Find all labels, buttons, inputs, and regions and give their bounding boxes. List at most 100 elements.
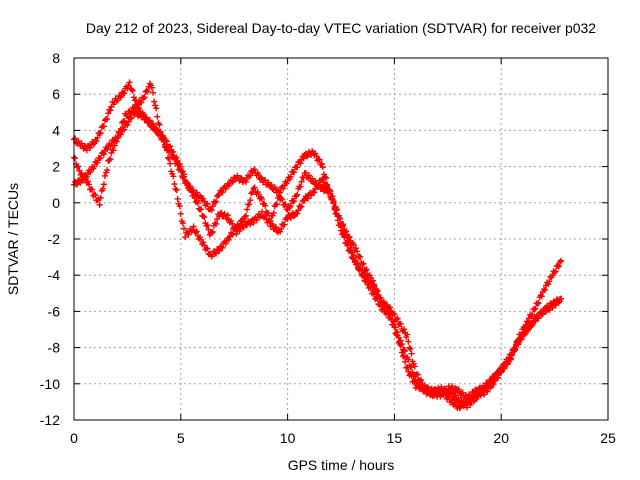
- data-point: [78, 169, 85, 176]
- data-point: [304, 195, 311, 202]
- data-point: [96, 201, 103, 208]
- y-tick-label: 8: [52, 50, 60, 66]
- plot-frame: [73, 57, 609, 421]
- data-point: [229, 179, 236, 186]
- data-point: [334, 217, 341, 224]
- data-point: [297, 160, 304, 167]
- data-point: [319, 175, 326, 182]
- data-point: [388, 309, 395, 316]
- data-point: [551, 269, 558, 276]
- data-point: [143, 87, 150, 94]
- data-point: [262, 202, 269, 209]
- data-point: [336, 222, 343, 229]
- data-point: [552, 302, 559, 309]
- data-point: [114, 134, 121, 141]
- data-point: [529, 311, 536, 318]
- data-point: [166, 147, 173, 154]
- data-point: [531, 306, 538, 313]
- data-point: [225, 182, 232, 189]
- data-point: [491, 375, 498, 382]
- data-point: [425, 387, 432, 394]
- data-point: [391, 311, 398, 318]
- data-point: [143, 114, 150, 121]
- data-point: [291, 169, 298, 176]
- data-point: [150, 89, 157, 96]
- data-point: [160, 136, 167, 143]
- data-point: [198, 206, 205, 213]
- data-point: [529, 321, 536, 328]
- data-point: [411, 372, 418, 379]
- data-point: [192, 229, 199, 236]
- data-point: [171, 181, 178, 188]
- data-point: [535, 299, 542, 306]
- data-point: [314, 183, 321, 190]
- data-point: [346, 246, 353, 253]
- data-point: [222, 240, 229, 247]
- data-point: [83, 173, 90, 180]
- data-point: [397, 320, 404, 327]
- data-point: [265, 217, 272, 224]
- data-point: [490, 374, 497, 381]
- data-point: [129, 87, 136, 94]
- data-point: [176, 203, 183, 210]
- data-point: [74, 181, 81, 188]
- data-point: [200, 213, 207, 220]
- data-point: [541, 287, 548, 294]
- data-point: [181, 225, 188, 232]
- data-point: [213, 250, 220, 257]
- data-point: [177, 210, 184, 217]
- data-point: [128, 114, 135, 121]
- data-point: [84, 178, 91, 185]
- data-point: [456, 405, 463, 412]
- tick-labels: 0 5 10 15 20 25 -12 -10 -8 -6 -4 -2 0 2 4 6 8: [40, 50, 616, 446]
- data-point: [437, 393, 444, 400]
- data-point: [367, 278, 374, 285]
- data-point: [120, 118, 127, 125]
- y-tick-label: -8: [48, 340, 61, 356]
- data-point: [219, 244, 226, 251]
- data-point: [215, 246, 222, 253]
- data-point: [409, 369, 416, 376]
- data-point: [410, 373, 417, 380]
- data-point: [174, 195, 181, 202]
- data-point: [200, 195, 207, 202]
- data-point: [166, 155, 173, 162]
- data-point: [200, 239, 207, 246]
- data-point: [218, 188, 225, 195]
- data-point: [291, 213, 298, 220]
- data-point: [363, 266, 370, 273]
- data-point: [146, 117, 153, 124]
- y-tick-label: 4: [52, 122, 60, 138]
- data-point: [227, 217, 234, 224]
- data-point: [233, 230, 240, 237]
- data-point: [384, 303, 391, 310]
- data-point: [538, 293, 545, 300]
- data-point: [298, 178, 305, 185]
- data-point: [484, 382, 491, 389]
- data-point: [258, 208, 265, 215]
- data-point: [392, 324, 399, 331]
- data-point: [111, 138, 118, 145]
- x-tick-label: 5: [177, 430, 185, 446]
- data-point: [257, 174, 264, 181]
- chart-title: Day 212 of 2023, Sidereal Day-to-day VTE…: [86, 20, 596, 36]
- data-point: [455, 395, 462, 402]
- data-point: [287, 215, 294, 222]
- data-point: [331, 206, 338, 213]
- y-tick-label: -2: [48, 231, 61, 247]
- data-point: [284, 215, 291, 222]
- data-point: [139, 111, 146, 118]
- data-point: [354, 260, 361, 267]
- data-point: [167, 146, 174, 153]
- data-point: [323, 175, 330, 182]
- data-point: [179, 220, 186, 227]
- data-point: [127, 115, 134, 122]
- data-point: [440, 391, 447, 398]
- data-point: [110, 147, 117, 154]
- data-point: [277, 228, 284, 235]
- data-point: [352, 261, 359, 268]
- data-point: [327, 188, 334, 195]
- data-point: [519, 333, 526, 340]
- data-point: [297, 204, 304, 211]
